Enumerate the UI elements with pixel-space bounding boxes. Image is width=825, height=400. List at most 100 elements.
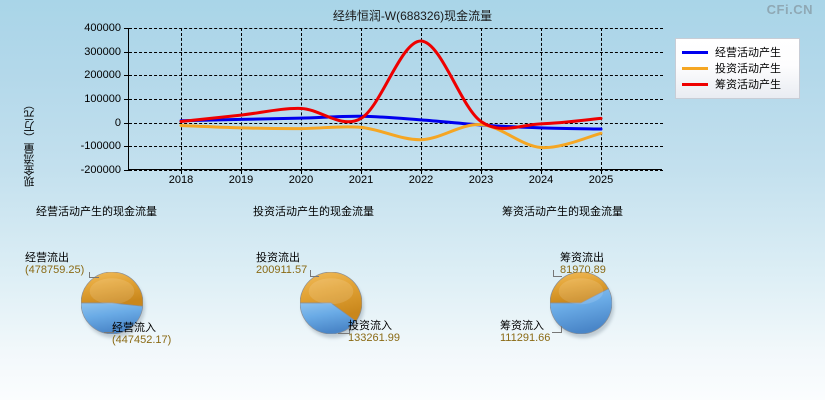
- pie-inflow-value: 133261.99: [348, 332, 400, 344]
- section-header: 经营活动产生的现金流量: [36, 206, 157, 218]
- x-axis-tick: [601, 170, 602, 174]
- x-axis-tick-label: 2025: [588, 174, 614, 186]
- legend-color-swatch: [682, 82, 708, 86]
- y-axis-tick: [124, 75, 129, 77]
- gridline-vertical: [361, 28, 362, 170]
- pie-leader-line: [338, 326, 350, 334]
- gridline-vertical: [601, 28, 602, 170]
- pie-outflow-label: 筹资流出 81970.89: [560, 252, 606, 276]
- pie-slices: [550, 272, 612, 334]
- y-axis-tick-label: 200000: [84, 69, 121, 82]
- x-axis-tick: [181, 170, 182, 174]
- x-axis-tick: [241, 170, 242, 174]
- legend-item[interactable]: 筹资活动产生: [682, 76, 793, 92]
- pie-slice-inflow: [81, 302, 143, 334]
- pie-inflow-name: 投资流入: [348, 320, 392, 332]
- gridline-horizontal: [129, 28, 663, 29]
- y-axis-tick: [124, 51, 129, 53]
- y-axis-tick: [124, 146, 129, 148]
- y-axis-tick: [124, 28, 129, 29]
- gridline-horizontal: [129, 75, 663, 77]
- pie-chart: [300, 272, 366, 338]
- x-axis-tick: [421, 170, 422, 174]
- pie-chart: [81, 272, 147, 338]
- legend-item-label: 投资活动产生: [715, 63, 781, 75]
- gridline-horizontal: [129, 146, 663, 148]
- x-axis-tick-label: 2023: [468, 174, 494, 186]
- pie-slice-outflow: [81, 272, 143, 307]
- x-axis-tick-label: 2021: [348, 174, 374, 186]
- pie-slice-inflow: [300, 302, 357, 334]
- gridline-horizontal: [129, 51, 663, 53]
- x-axis-tick: [301, 170, 302, 174]
- legend-item[interactable]: 投资活动产生: [682, 60, 793, 76]
- pie-inflow-label: 经营流入 (447452.17): [112, 322, 171, 346]
- pie-chart: [550, 272, 616, 338]
- pie-gloss: [558, 278, 604, 305]
- x-axis-tick-label: 2018: [168, 174, 194, 186]
- y-axis-tick-label: 400000: [84, 22, 121, 34]
- y-axis-tick-label: 300000: [84, 45, 121, 58]
- watermark: CFi.CN: [766, 2, 813, 17]
- y-axis-title: 现金流量（万元）: [24, 99, 36, 187]
- legend-item[interactable]: 经营活动产生: [682, 44, 793, 60]
- y-axis-tick-label: 0: [114, 116, 121, 129]
- y-axis-tick: [124, 170, 129, 171]
- y-axis-tick-label: -200000: [80, 164, 121, 176]
- legend-item-label: 筹资活动产生: [715, 79, 781, 91]
- gridline-horizontal: [129, 99, 663, 100]
- line-series-筹资活动产生: [179, 39, 603, 130]
- legend-color-swatch: [682, 66, 708, 70]
- pie-leader-line: [104, 326, 114, 333]
- pie-outflow-name: 经营流出: [25, 252, 69, 264]
- pie-leader-line: [552, 326, 562, 333]
- pie-inflow-value: (447452.17): [112, 334, 172, 346]
- pie-outflow-value: 81970.89: [560, 264, 606, 276]
- x-axis-tick-label: 2019: [228, 174, 254, 186]
- gridline-horizontal: [129, 122, 663, 124]
- line-chart-plot-area: 400000 300000 200000 100000 0 -100000 -200000 …: [81, 22, 663, 186]
- pie-outflow-label: 投资流出 200911.57: [256, 252, 307, 276]
- x-axis-tick: [361, 170, 362, 174]
- pie-outflow-value: (478759.25): [25, 264, 85, 276]
- pie-leader-line: [310, 270, 319, 277]
- pie-slice-inflow: [550, 288, 612, 334]
- section-header: 筹资活动产生的现金流量: [502, 206, 623, 218]
- pie-inflow-value: 111291.66: [500, 332, 551, 344]
- pie-gloss: [308, 278, 354, 305]
- y-axis-tick: [124, 99, 129, 100]
- pie-outflow-name: 投资流出: [256, 252, 300, 264]
- gridline-vertical: [481, 28, 482, 170]
- gridline-vertical: [241, 28, 242, 170]
- pie-leader-line: [553, 270, 562, 277]
- gridline-vertical: [541, 28, 542, 170]
- line-series-layer: [179, 39, 603, 150]
- pie-slice-outflow: [300, 272, 362, 322]
- pie-slice-outflow: [550, 272, 610, 304]
- pie-gloss: [89, 278, 135, 305]
- gridline-vertical: [301, 28, 302, 170]
- pie-inflow-label: 筹资流入 111291.66: [500, 320, 550, 344]
- pie-slices: [81, 272, 143, 334]
- section-header: 投资活动产生的现金流量: [253, 206, 374, 218]
- x-axis-tick-label: 2022: [408, 174, 434, 186]
- gridline-vertical: [421, 28, 422, 170]
- pie-outflow-name: 筹资流出: [560, 252, 604, 264]
- pie-outflow-value: 200911.57: [256, 264, 308, 276]
- y-axis-tick: [124, 122, 129, 124]
- pie-outflow-label: 经营流出 (478759.25): [25, 252, 84, 276]
- pie-inflow-name: 筹资流入: [500, 320, 544, 332]
- y-axis-tick-label: -100000: [80, 140, 121, 153]
- x-axis-tick: [481, 170, 482, 174]
- gridline-horizontal: [129, 170, 663, 171]
- x-axis-tick: [541, 170, 542, 174]
- pie-slices: [300, 272, 362, 334]
- pie-inflow-name: 经营流入: [112, 322, 156, 334]
- gridline-vertical: [181, 28, 182, 170]
- pie-leader-line: [89, 272, 99, 278]
- chart-title: 经纬恒润-W(688326)现金流量: [332, 9, 493, 23]
- legend-item-label: 经营活动产生: [715, 47, 781, 59]
- line-series-投资活动产生: [179, 123, 603, 150]
- chart-legend: 经营活动产生 投资活动产生 筹资活动产生: [675, 38, 800, 99]
- line-series-经营活动产生: [179, 114, 603, 131]
